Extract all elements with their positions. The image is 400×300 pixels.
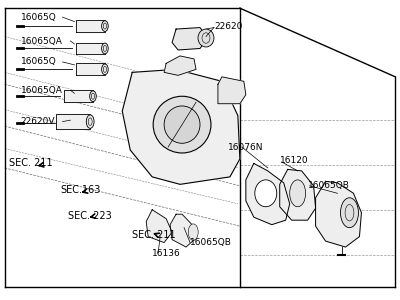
Text: 16065Q: 16065Q [21, 57, 56, 66]
Polygon shape [122, 69, 240, 184]
Text: 16065Q: 16065Q [21, 13, 56, 22]
Ellipse shape [153, 96, 211, 153]
Ellipse shape [90, 91, 96, 102]
Polygon shape [316, 182, 362, 247]
Ellipse shape [102, 43, 108, 54]
Ellipse shape [198, 29, 214, 47]
Polygon shape [172, 28, 208, 50]
Polygon shape [170, 214, 196, 247]
Text: 16065QA: 16065QA [21, 86, 62, 95]
Polygon shape [280, 169, 316, 220]
Ellipse shape [102, 21, 108, 32]
Text: 16065QB: 16065QB [190, 238, 232, 247]
Polygon shape [76, 43, 105, 54]
Polygon shape [56, 114, 90, 129]
Polygon shape [64, 90, 93, 102]
Ellipse shape [102, 64, 108, 75]
Text: SEC. 211: SEC. 211 [9, 158, 52, 168]
Text: 16065QB: 16065QB [308, 181, 350, 190]
Text: 16120: 16120 [280, 156, 308, 165]
Text: SEC. 211: SEC. 211 [132, 230, 176, 240]
Text: SEC.163: SEC.163 [60, 185, 101, 195]
Ellipse shape [255, 180, 277, 207]
Polygon shape [164, 56, 196, 75]
Ellipse shape [86, 115, 94, 128]
Ellipse shape [340, 198, 358, 228]
Ellipse shape [290, 180, 306, 207]
Text: 16136: 16136 [152, 248, 181, 257]
Text: 22620: 22620 [214, 22, 242, 31]
Text: SEC. 223: SEC. 223 [68, 211, 112, 221]
Ellipse shape [188, 224, 198, 240]
Text: 16065QA: 16065QA [21, 37, 62, 46]
Polygon shape [76, 20, 105, 32]
Ellipse shape [164, 106, 200, 143]
Polygon shape [76, 63, 105, 75]
Polygon shape [218, 77, 246, 104]
Polygon shape [146, 210, 172, 243]
Text: 16076N: 16076N [228, 142, 264, 152]
Text: 22620V: 22620V [21, 117, 55, 126]
Polygon shape [246, 164, 290, 225]
